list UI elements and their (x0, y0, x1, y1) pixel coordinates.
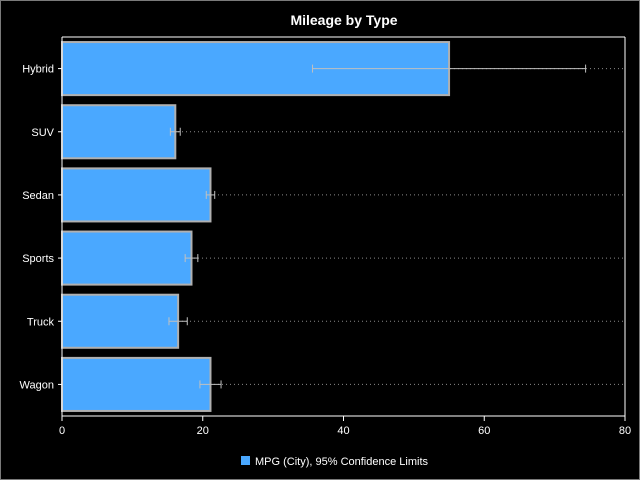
bar-sports (61, 230, 193, 286)
x-tick-label-60: 60 (478, 425, 490, 437)
x-tick-label-0: 0 (59, 425, 65, 437)
bar-truck (61, 293, 180, 349)
y-tick-label-sedan: Sedan (22, 190, 54, 202)
y-tick-label-sports: Sports (22, 253, 54, 265)
y-tick-label-hybrid: Hybrid (22, 64, 54, 76)
y-tick-label-wagon: Wagon (20, 379, 54, 391)
x-tick-label-40: 40 (337, 425, 349, 437)
bar-sedan (61, 167, 212, 223)
legend: MPG (City), 95% Confidence Limits (241, 456, 428, 468)
bar-suv (61, 104, 177, 160)
x-tick-label-80: 80 (619, 425, 631, 437)
chart-title: Mileage by Type (290, 12, 397, 28)
y-tick-label-suv: SUV (31, 127, 54, 139)
x-tick-label-20: 20 (197, 425, 209, 437)
error-bars (168, 64, 587, 389)
bar-wagon (61, 356, 212, 412)
y-tick-label-truck: Truck (27, 316, 55, 328)
legend-swatch (241, 456, 250, 465)
bars (61, 41, 451, 412)
legend-label: MPG (City), 95% Confidence Limits (255, 456, 428, 468)
axes: Hybrid SUV Sedan Sports Truck Wagon 0 20 40 60 80 (20, 36, 631, 437)
